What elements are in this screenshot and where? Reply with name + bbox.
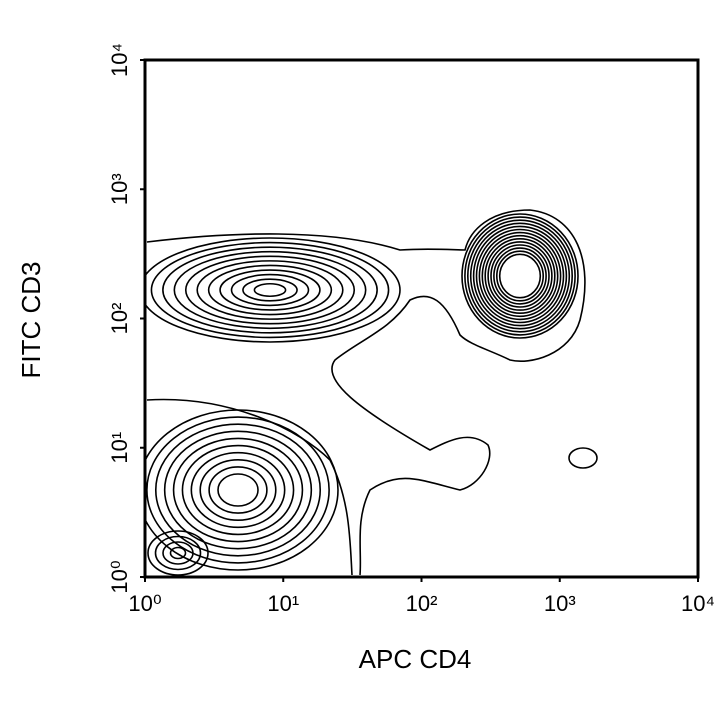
contour	[472, 225, 568, 327]
contour	[163, 430, 313, 550]
contour	[490, 244, 550, 308]
contour	[169, 546, 187, 560]
y-tick-label: 10²	[107, 303, 132, 335]
contour	[484, 238, 556, 315]
contour	[466, 219, 573, 333]
contour	[147, 530, 209, 576]
contour	[173, 250, 367, 330]
contour	[242, 278, 298, 302]
y-axis-label: FITC CD3	[16, 262, 46, 379]
contour	[478, 231, 562, 321]
x-tick-label: 10⁰	[128, 591, 161, 616]
x-axis-label: APC CD4	[359, 644, 472, 674]
contour	[162, 541, 194, 565]
contour	[150, 241, 390, 339]
contour	[493, 247, 547, 305]
y-tick-label: 10³	[107, 173, 132, 205]
contour	[208, 466, 268, 514]
y-tick-label: 10⁴	[107, 43, 132, 77]
contour	[469, 222, 571, 330]
contour	[461, 213, 579, 339]
contour	[207, 264, 333, 316]
contour	[162, 246, 378, 334]
contour	[145, 409, 339, 571]
contour	[498, 253, 542, 299]
contour	[145, 237, 401, 343]
contour	[196, 260, 344, 320]
contour	[154, 535, 202, 571]
contour	[219, 269, 321, 311]
y-tick-label: 10⁰	[107, 560, 132, 593]
contour	[495, 250, 544, 302]
contour	[184, 255, 356, 325]
contour	[154, 423, 322, 557]
contour	[181, 444, 295, 536]
contour	[230, 273, 310, 307]
y-tick-label: 10¹	[107, 432, 132, 464]
outer-contour	[146, 209, 586, 576]
contour	[253, 282, 287, 298]
x-tick-label: 10⁴	[681, 591, 715, 616]
x-tick-label: 10²	[406, 591, 438, 616]
contour	[487, 241, 553, 311]
contour	[146, 416, 330, 564]
contour	[568, 447, 598, 469]
contour	[199, 458, 277, 522]
contour	[475, 228, 565, 324]
contour	[190, 451, 286, 529]
contour	[217, 473, 259, 507]
contour	[464, 216, 576, 336]
x-tick-label: 10¹	[267, 591, 299, 616]
x-tick-label: 10³	[544, 591, 576, 616]
contour	[481, 234, 559, 318]
contour	[172, 437, 304, 543]
